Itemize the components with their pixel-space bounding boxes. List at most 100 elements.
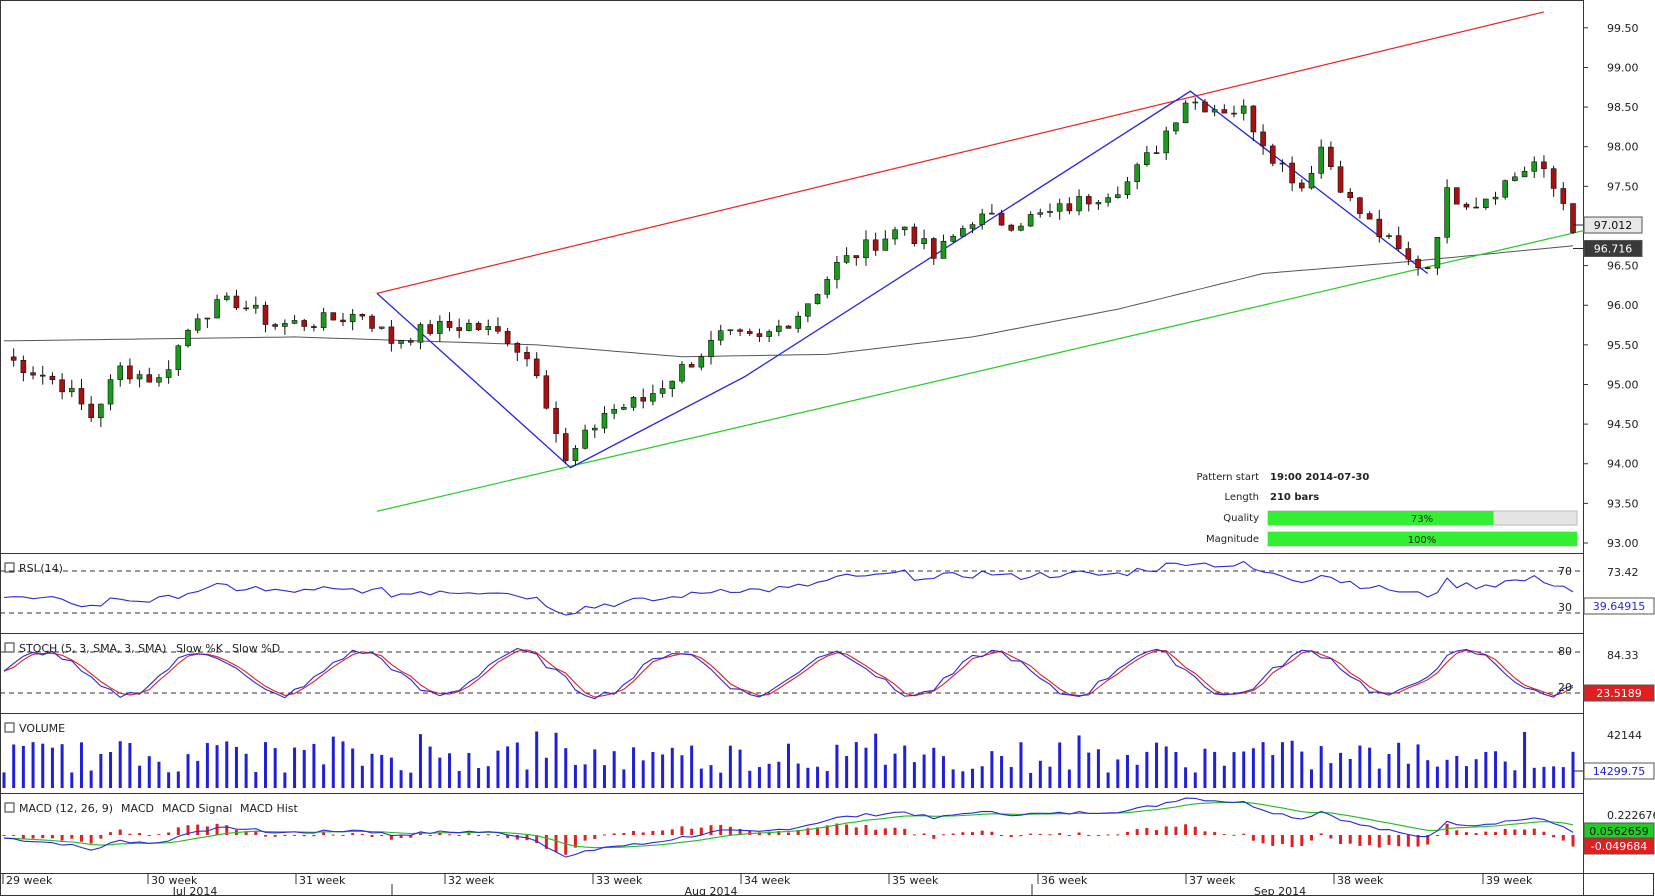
volume-bar — [1377, 768, 1381, 788]
volume-bar — [1203, 748, 1207, 788]
time-axis-frame — [0, 873, 1654, 896]
volume-bar — [109, 752, 113, 788]
candle-body — [1337, 166, 1344, 193]
macd-hist-bar — [341, 834, 345, 836]
macd-hist-bar — [845, 824, 849, 835]
candle-body — [1047, 210, 1053, 213]
macd-hist-bar — [612, 833, 616, 835]
candle-body — [960, 228, 966, 237]
macd-hist-bar — [728, 826, 732, 835]
volume-bar — [409, 772, 413, 788]
macd-title[interactable]: MACD (12, 26, 9) MACD MACD Signal MACD H… — [4, 802, 299, 815]
candle-body — [1463, 203, 1470, 208]
price-tick-label: 95.00 — [1607, 378, 1639, 391]
volume-bar — [1164, 746, 1168, 788]
macd-hist-bar — [1464, 832, 1468, 835]
volume-bar — [1310, 769, 1313, 788]
macd-hist-bar — [89, 835, 93, 844]
macd-hist-bar — [816, 827, 820, 835]
macd-hist-bar — [1503, 828, 1507, 835]
volume-bar — [283, 772, 287, 788]
macd-hist-bar — [1009, 835, 1013, 838]
macd-hist-bar — [438, 832, 442, 835]
candle-body — [407, 340, 414, 343]
volume-bar — [835, 744, 839, 788]
macd-close-icon[interactable] — [4, 802, 15, 813]
macd-hist-bar — [1523, 829, 1527, 835]
volume-bar — [273, 748, 277, 788]
volume-bar — [1048, 766, 1052, 788]
candle-body — [688, 364, 695, 368]
macd-hist-bar — [632, 830, 636, 835]
pane-frame — [0, 713, 1584, 794]
volume-bar — [1552, 766, 1556, 788]
candle-body — [1550, 168, 1557, 189]
macd-hist-bar — [1368, 835, 1372, 846]
macd-hist-bar — [1251, 835, 1255, 841]
candle-body — [601, 412, 608, 429]
macd-hist-bar — [1377, 835, 1381, 848]
volume-bar — [70, 772, 74, 788]
price-tick-label: 99.00 — [1607, 61, 1639, 74]
length-label: Length — [1225, 492, 1260, 503]
stoch-title[interactable]: STOCH (5, 3, SMA, 3, SMA) Slow %K Slow %… — [4, 642, 280, 655]
macd-hist-bar — [777, 831, 781, 835]
price-tick-label: 95.50 — [1607, 339, 1639, 352]
macd-hist-bar — [486, 834, 490, 836]
macd-hist-bar — [467, 833, 471, 835]
volume-bar — [167, 772, 171, 788]
month-label: Sep 2014 — [1254, 885, 1306, 896]
volume-close-icon[interactable] — [4, 722, 15, 733]
volume-bar — [147, 756, 151, 788]
macd-hist-bar — [215, 823, 219, 835]
volume-bar — [205, 743, 209, 788]
macd-hist-bar — [1087, 835, 1091, 836]
macd-hist-bar — [1561, 835, 1565, 841]
macd-hist-bar — [264, 835, 267, 837]
volume-bar — [816, 766, 820, 788]
candle-body — [175, 345, 182, 370]
time-axis: 29 week 30 week 31 week 32 week 33 week 34 we… — [2, 873, 1533, 896]
rsi-title[interactable]: RSI (14) — [4, 562, 63, 575]
candle-body — [1570, 203, 1576, 233]
rsi-close-icon[interactable] — [4, 562, 15, 573]
macd-hist-bar — [1038, 833, 1042, 835]
volume-bar — [1155, 742, 1159, 788]
volume-bar — [874, 733, 878, 788]
volume-current-box — [1583, 762, 1655, 780]
week-tick-label: 38 week — [1337, 874, 1384, 887]
macd-hist-bar — [1116, 834, 1120, 836]
candle-body — [1153, 152, 1160, 154]
macd-hist-bar — [1048, 834, 1052, 836]
rsi-axis-tick: 73.42 — [1607, 566, 1639, 579]
rsi-level-70-label: 70 — [1558, 565, 1572, 578]
candle-body — [475, 322, 482, 331]
volume-bar — [602, 765, 606, 788]
volume-title[interactable]: VOLUME — [4, 722, 65, 735]
candle-body — [1018, 225, 1024, 231]
volume-bar — [922, 754, 926, 788]
volume-bar — [593, 749, 597, 788]
candle-body — [1095, 202, 1102, 205]
candle-body — [940, 240, 947, 259]
macd-hist-bar — [1271, 835, 1275, 847]
pane-frame — [0, 553, 1584, 634]
candle-body — [1056, 203, 1063, 212]
stoch-close-icon[interactable] — [4, 642, 15, 653]
price-tick-label: 96.00 — [1607, 299, 1639, 312]
magnitude-bar-fill — [1268, 532, 1577, 546]
macd-hist-bar — [1319, 833, 1323, 835]
candle-body — [921, 238, 927, 244]
candle-body — [1105, 197, 1111, 203]
macd-hist-bar — [661, 830, 665, 835]
volume-bar — [573, 764, 577, 788]
macd-hist-bar — [573, 835, 577, 848]
volume-label: VOLUME — [19, 722, 65, 735]
candle-body — [640, 397, 647, 402]
volume-bar — [302, 750, 306, 788]
macd-hist-bar — [651, 830, 655, 835]
macd-hist-bar — [506, 835, 510, 839]
macd-hist-bar — [1300, 835, 1304, 847]
